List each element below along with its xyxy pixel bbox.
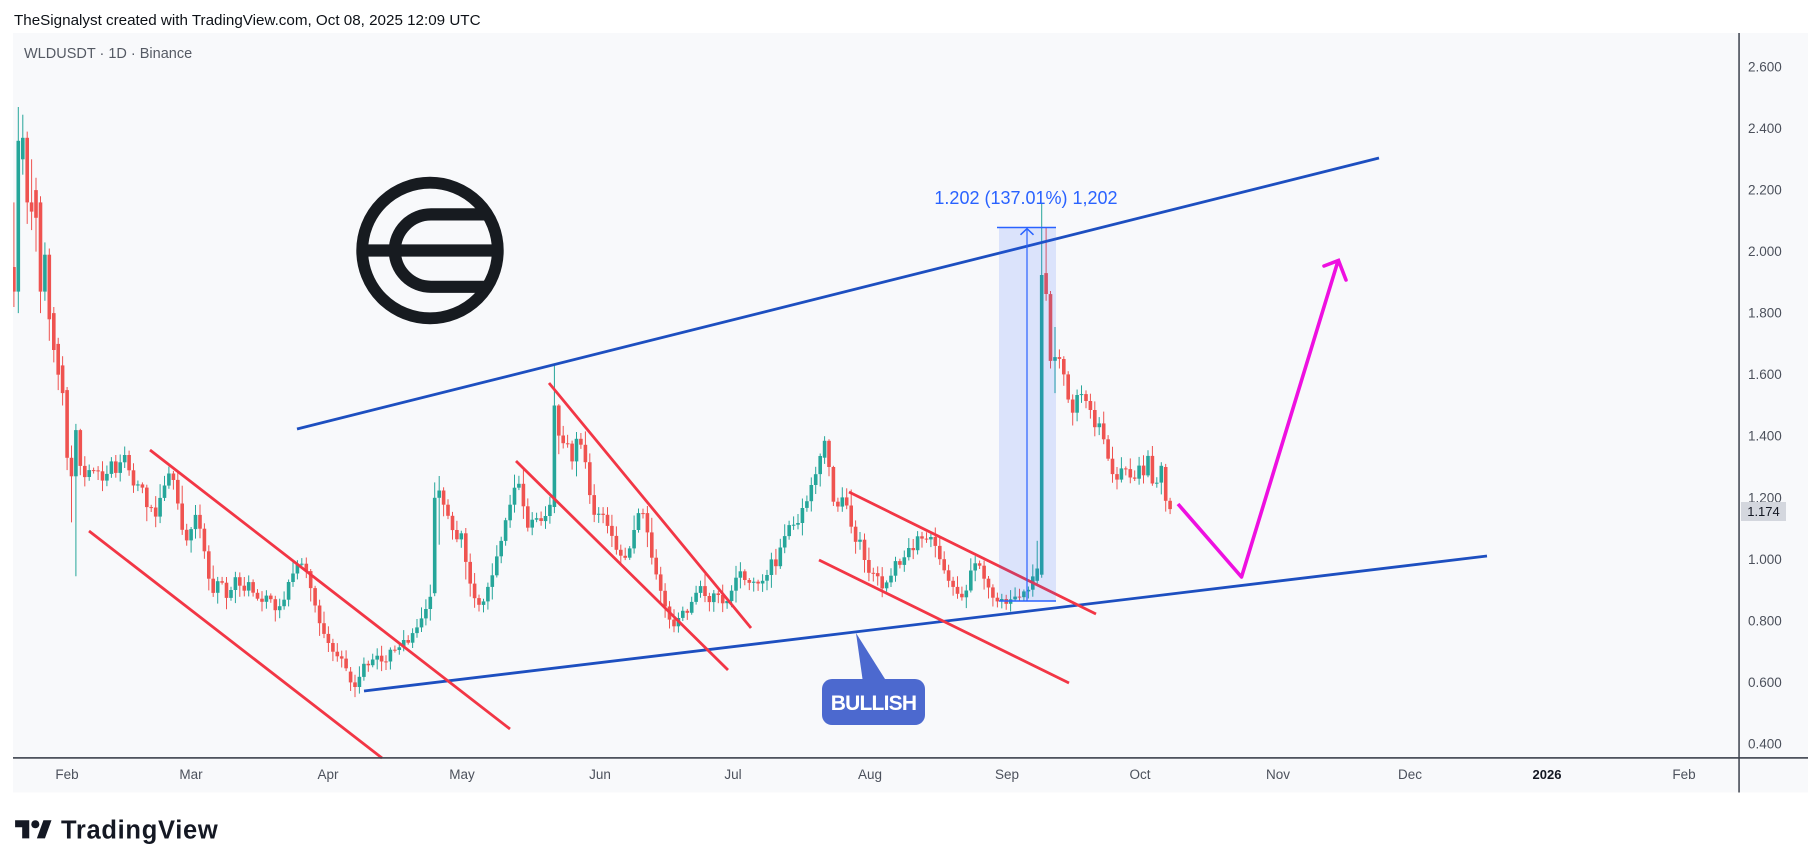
- svg-text:0.400: 0.400: [1748, 736, 1782, 751]
- svg-text:Jun: Jun: [589, 767, 611, 782]
- svg-text:Oct: Oct: [1129, 767, 1150, 782]
- svg-text:Nov: Nov: [1266, 767, 1290, 782]
- svg-text:1.600: 1.600: [1748, 367, 1782, 382]
- svg-text:Jul: Jul: [724, 767, 741, 782]
- svg-text:Aug: Aug: [858, 767, 882, 782]
- svg-text:TheSignalyst created with Trad: TheSignalyst created with TradingView.co…: [14, 12, 481, 29]
- svg-text:2.400: 2.400: [1748, 121, 1782, 136]
- svg-text:0.800: 0.800: [1748, 613, 1782, 628]
- svg-text:BULLISH: BULLISH: [831, 692, 916, 715]
- svg-text:1.200: 1.200: [1748, 490, 1782, 505]
- svg-text:Mar: Mar: [179, 767, 203, 782]
- svg-text:Apr: Apr: [317, 767, 339, 782]
- svg-text:0.600: 0.600: [1748, 675, 1782, 690]
- svg-text:2026: 2026: [1533, 767, 1562, 782]
- svg-text:Dec: Dec: [1398, 767, 1422, 782]
- svg-text:Feb: Feb: [1672, 767, 1695, 782]
- svg-text:1.800: 1.800: [1748, 306, 1782, 321]
- svg-text:2.200: 2.200: [1748, 183, 1782, 198]
- svg-text:TradingView: TradingView: [61, 817, 218, 845]
- svg-text:1.174: 1.174: [1747, 504, 1780, 519]
- svg-text:1.000: 1.000: [1748, 552, 1782, 567]
- svg-text:2.000: 2.000: [1748, 244, 1782, 259]
- svg-text:2.600: 2.600: [1748, 60, 1782, 75]
- svg-text:Feb: Feb: [55, 767, 78, 782]
- svg-text:WLDUSDT · 1D · Binance: WLDUSDT · 1D · Binance: [24, 46, 192, 62]
- svg-text:May: May: [449, 767, 475, 782]
- svg-text:Sep: Sep: [995, 767, 1019, 782]
- svg-text:1.202 (137.01%) 1,202: 1.202 (137.01%) 1,202: [934, 188, 1117, 208]
- svg-text:1.400: 1.400: [1748, 429, 1782, 444]
